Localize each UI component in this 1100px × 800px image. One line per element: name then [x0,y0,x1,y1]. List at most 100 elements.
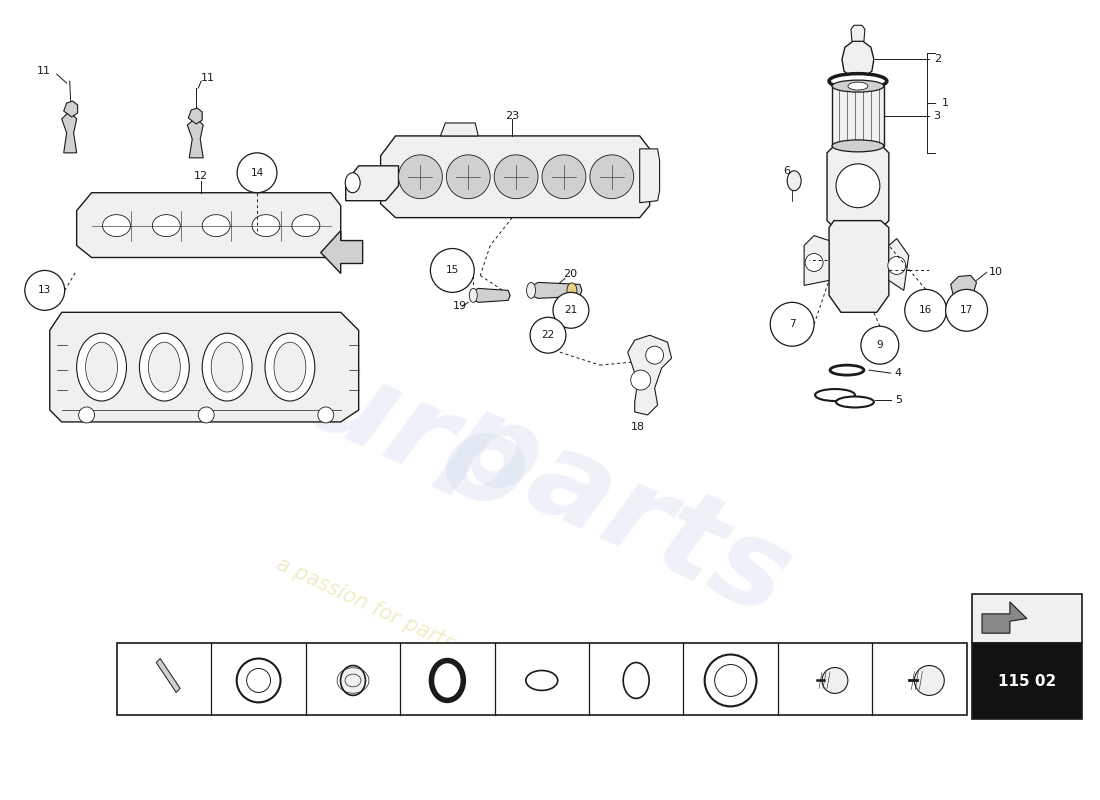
Circle shape [447,155,491,198]
Text: 22: 22 [541,330,554,340]
Ellipse shape [470,288,477,302]
Ellipse shape [566,283,576,298]
Text: 4: 4 [894,368,902,378]
Polygon shape [950,275,977,298]
Text: 115 02: 115 02 [998,674,1056,689]
Text: 14: 14 [251,168,264,178]
Text: 11: 11 [36,66,51,76]
Circle shape [946,290,988,331]
Polygon shape [472,288,510,302]
Bar [972,643,1081,719]
Text: 12: 12 [195,170,208,181]
Circle shape [914,666,944,695]
Circle shape [198,407,214,423]
Circle shape [398,155,442,198]
Circle shape [861,326,899,364]
Polygon shape [842,42,873,77]
Circle shape [430,249,474,292]
Bar [972,594,1081,643]
Text: 1: 1 [942,98,948,108]
Polygon shape [50,312,359,422]
Ellipse shape [829,74,887,89]
Text: 6: 6 [783,166,791,176]
Polygon shape [321,230,363,274]
Polygon shape [381,136,650,218]
Circle shape [238,153,277,193]
Ellipse shape [265,334,315,401]
Ellipse shape [345,173,360,193]
Polygon shape [440,123,478,136]
Text: 19: 19 [453,302,468,311]
Circle shape [630,370,650,390]
Polygon shape [187,118,204,158]
Text: 5: 5 [894,395,902,405]
Text: 22: 22 [134,648,147,658]
Bar [832,86,883,146]
Text: 17: 17 [960,306,974,315]
Circle shape [78,407,95,423]
Text: 13: 13 [701,648,714,658]
Text: 21: 21 [229,648,242,658]
Polygon shape [156,658,180,693]
Polygon shape [64,101,78,117]
Text: 2: 2 [934,54,940,64]
Ellipse shape [252,214,279,237]
Circle shape [590,155,634,198]
Ellipse shape [832,80,883,92]
Text: euro: euro [213,301,548,539]
Circle shape [318,407,333,423]
Polygon shape [628,335,672,415]
Text: 11: 11 [201,73,216,83]
Ellipse shape [202,334,252,401]
Text: 16: 16 [512,648,525,658]
Text: 9: 9 [877,340,883,350]
Ellipse shape [148,342,180,392]
Polygon shape [829,221,889,312]
Text: 10: 10 [989,267,1002,278]
Ellipse shape [77,334,127,401]
Text: 13: 13 [39,286,52,295]
Ellipse shape [527,282,536,298]
Text: parts: parts [431,380,808,639]
Text: 7: 7 [789,319,795,330]
Circle shape [25,270,65,310]
Text: 15: 15 [446,266,459,275]
Circle shape [542,155,586,198]
Text: 18: 18 [630,422,645,432]
Polygon shape [62,111,77,153]
Bar [117,643,967,715]
Polygon shape [851,26,865,42]
Ellipse shape [153,214,180,237]
Ellipse shape [788,170,801,190]
Text: 9: 9 [798,648,805,658]
Ellipse shape [341,666,365,695]
Ellipse shape [211,342,243,392]
Ellipse shape [102,214,131,237]
Ellipse shape [848,82,868,90]
Text: 21: 21 [564,306,578,315]
Text: a passion for parts since 1985: a passion for parts since 1985 [274,554,568,705]
Polygon shape [188,108,202,124]
Polygon shape [640,149,660,202]
Polygon shape [804,235,829,286]
Polygon shape [345,166,398,201]
Circle shape [822,667,848,694]
Circle shape [888,257,905,274]
Polygon shape [889,238,909,290]
Circle shape [646,346,663,364]
Ellipse shape [140,334,189,401]
Polygon shape [827,146,889,228]
Text: 20: 20 [563,270,578,279]
Ellipse shape [836,397,873,407]
Ellipse shape [86,342,118,392]
Ellipse shape [274,342,306,392]
Text: 17: 17 [322,648,335,658]
Text: 15: 15 [417,648,430,658]
Ellipse shape [832,140,883,152]
Text: 3: 3 [934,111,940,121]
Circle shape [836,164,880,208]
Text: 14: 14 [606,648,619,658]
Ellipse shape [292,214,320,237]
Circle shape [530,318,565,353]
Polygon shape [530,282,582,298]
